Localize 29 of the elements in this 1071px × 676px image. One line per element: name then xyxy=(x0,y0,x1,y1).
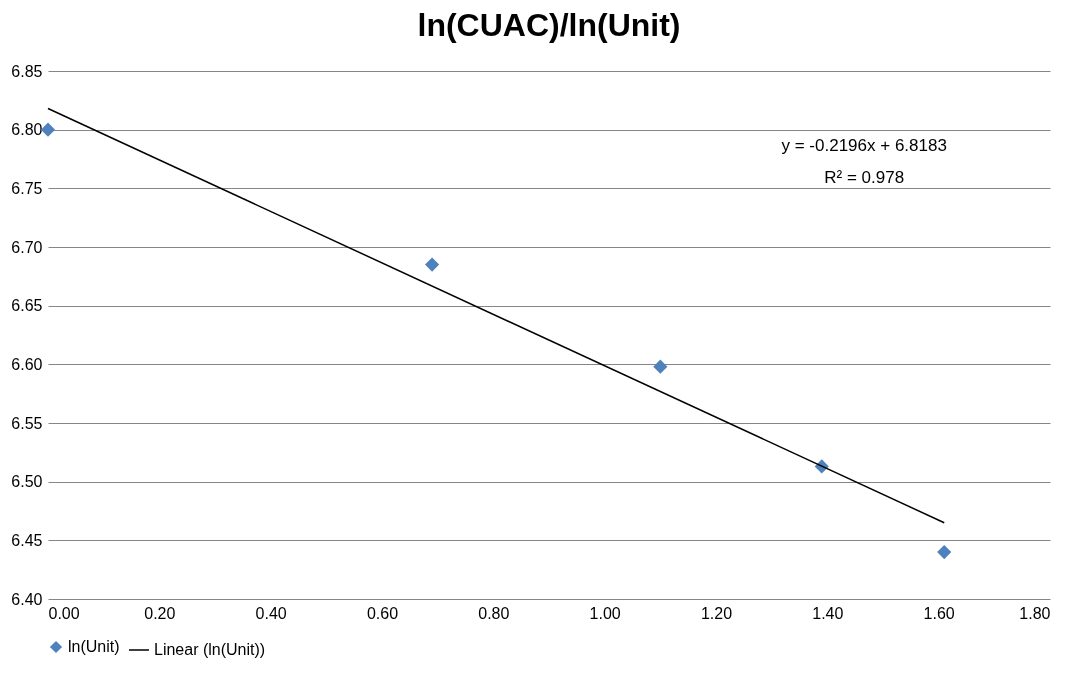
chart-title: ln(CUAC)/ln(Unit) xyxy=(417,7,681,43)
x-tick-label: 0.80 xyxy=(478,604,510,622)
x-tick-label: 1.00 xyxy=(589,604,621,622)
x-tick-label: 1.40 xyxy=(812,604,844,622)
point xyxy=(40,122,56,137)
y-tick-label: 6.60 xyxy=(11,355,43,373)
annotation: R² = 0.978 xyxy=(824,168,905,187)
point xyxy=(937,545,952,560)
y-tick-label: 6.80 xyxy=(11,121,43,139)
x-tick-label: 0.40 xyxy=(255,604,287,622)
legend-label: ln(Unit) xyxy=(68,638,120,655)
point xyxy=(425,257,440,272)
legend-label: Linear (ln(Unit)) xyxy=(154,641,266,658)
y-tick-label: 6.55 xyxy=(11,414,43,432)
x-tick-label: 1.20 xyxy=(700,604,733,622)
x-tick-label: 0.00 xyxy=(48,604,80,622)
x-tick-label: 0.60 xyxy=(366,604,399,622)
y-tick-label: 6.70 xyxy=(11,238,43,256)
y-tick-label: 6.40 xyxy=(11,590,43,608)
x-tick-label: 1.80 xyxy=(1019,604,1051,622)
x-tick-label: 0.20 xyxy=(144,604,176,622)
y-tick-label: 6.45 xyxy=(11,531,43,549)
annotation: y = -0.2196x + 6.8183 xyxy=(781,136,947,155)
y-tick-label: 6.50 xyxy=(11,473,43,491)
point xyxy=(653,359,668,374)
y-tick-label: 6.65 xyxy=(11,297,43,315)
y-tick-label: 6.85 xyxy=(11,62,43,80)
x-tick-label: 1.60 xyxy=(923,604,955,622)
y-tick-label: 6.75 xyxy=(11,179,43,197)
